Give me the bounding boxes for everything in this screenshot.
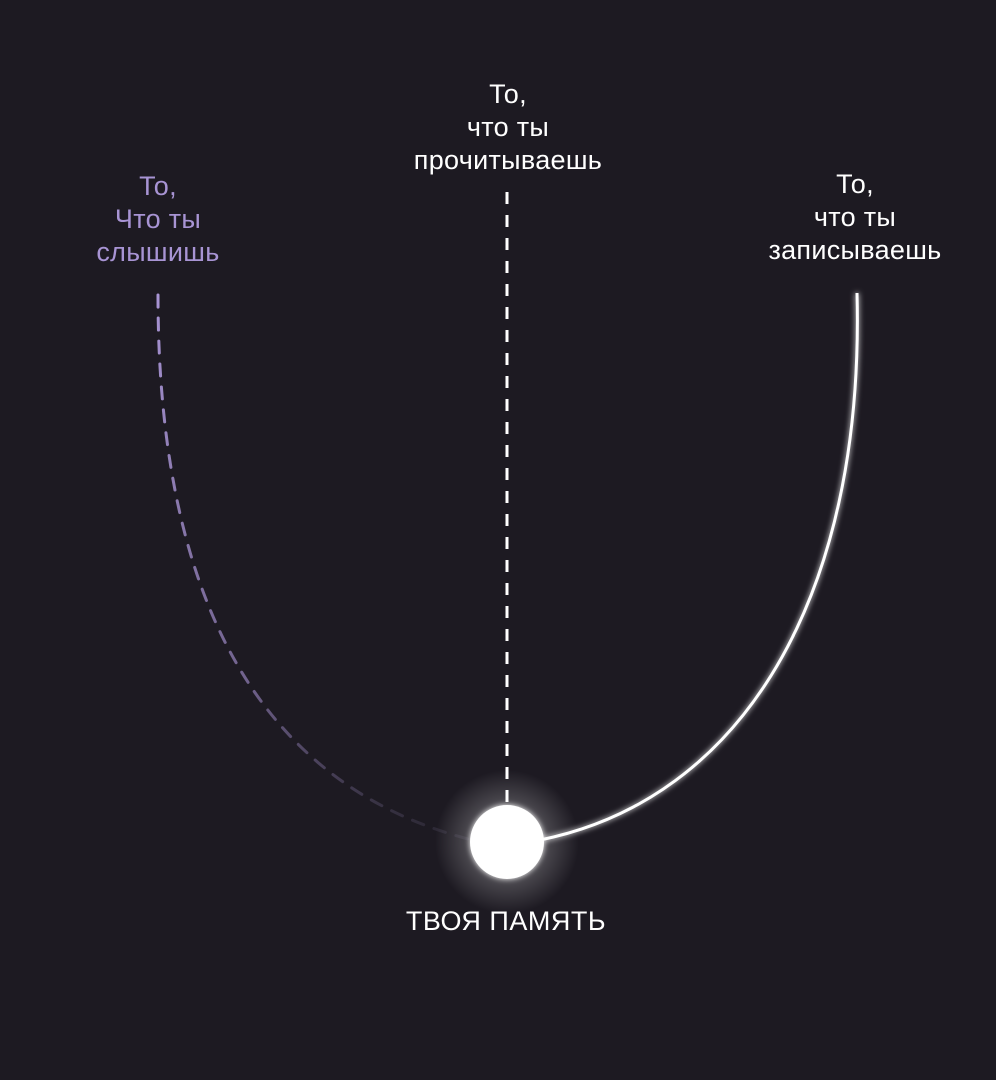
written-label: То, что ты записываешь: [735, 168, 975, 267]
written-label-line-3: записываешь: [768, 235, 942, 265]
heard-path: [156, 293, 482, 844]
written-label-line-1: То,: [836, 169, 874, 199]
memory-node: [470, 805, 544, 879]
read-label-line-3: прочитываешь: [413, 145, 603, 175]
heard-label-line-1: То,: [139, 171, 177, 201]
heard-label-line-3: слышишь: [96, 237, 220, 267]
read-label-line-2: что ты: [466, 112, 550, 142]
written-label-line-2: что ты: [813, 202, 897, 232]
written-path: [539, 292, 859, 842]
heard-label: То, Что ты слышишь: [58, 170, 258, 269]
memory-label: ТВОЯ ПАМЯТЬ: [405, 906, 607, 936]
read-label-line-1: То,: [489, 79, 527, 109]
heard-label-line-2: Что ты: [114, 204, 202, 234]
read-label: То, что ты прочитываешь: [378, 78, 638, 177]
